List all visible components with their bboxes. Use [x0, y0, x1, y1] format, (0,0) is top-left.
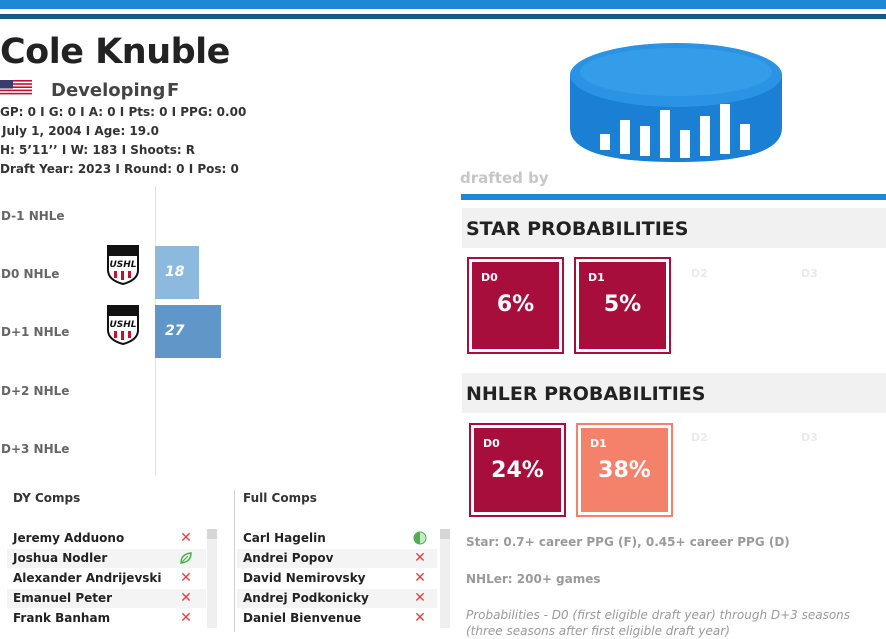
- svg-text:USHL: USHL: [109, 320, 136, 330]
- full-comp-row[interactable]: Andrej Podkonicky: [237, 589, 437, 608]
- draft-info: Draft Year: 2023 I Round: 0 I Pos: 0: [0, 162, 239, 176]
- x-icon: ✕: [180, 590, 192, 606]
- season-label-d0: D0 NHLe: [1, 267, 60, 281]
- x-icon: ✕: [414, 590, 426, 606]
- player-position: F: [167, 80, 180, 101]
- leaf-icon: [180, 552, 192, 564]
- dy-comp-row[interactable]: Frank Banham: [13, 611, 111, 625]
- star-definition: Star: 0.7+ career PPG (F), 0.45+ career …: [466, 535, 790, 549]
- top-secondary-bar: [0, 14, 886, 19]
- nhler-prob-season: D1: [590, 437, 607, 450]
- full-comp-row[interactable]: Andrei Popov: [237, 549, 437, 568]
- x-icon: ✕: [180, 610, 192, 626]
- nhler-probabilities-title: NHLER PROBABILITIES: [466, 383, 706, 405]
- dy-comp-row[interactable]: Joshua Nodler: [7, 549, 206, 568]
- x-icon: ✕: [414, 570, 426, 586]
- season-label-d1: D+1 NHLe: [1, 325, 70, 339]
- comps-divider: [234, 490, 235, 632]
- dy-comp-row[interactable]: Emanuel Peter: [7, 589, 206, 608]
- star-prob-value: 6%: [496, 292, 535, 317]
- top-accent-bar: [0, 0, 886, 9]
- nhle-bar-d0: 18: [155, 246, 199, 299]
- drafted-by-label: drafted by: [460, 169, 549, 187]
- full-comps-scroll-thumb[interactable]: [440, 529, 450, 539]
- usa-flag-icon: [0, 80, 32, 96]
- nhler-definition: NHLer: 200+ games: [466, 572, 601, 586]
- x-icon: ✕: [414, 610, 426, 626]
- full-comp-row[interactable]: David Nemirovsky: [243, 571, 366, 585]
- x-icon: ✕: [180, 530, 192, 546]
- full-comp-row[interactable]: Daniel Bienvenue: [243, 611, 362, 625]
- star-prob-d1: D1 5%: [574, 257, 671, 354]
- birth-info: July 1, 2004 I Age: 19.0: [2, 124, 160, 138]
- star-prob-d2-placeholder: D2: [691, 267, 708, 280]
- star-prob-d0: D0 6%: [467, 257, 564, 354]
- full-comp-row[interactable]: Carl Hagelin: [243, 531, 326, 545]
- star-prob-season: D1: [588, 271, 605, 284]
- full-comps-title: Full Comps: [243, 491, 317, 505]
- career-stats: GP: 0 I G: 0 I A: 0 I Pts: 0 I PPG: 0.00: [0, 105, 247, 119]
- nhler-prob-value: 38%: [598, 458, 651, 483]
- dy-comp-row[interactable]: Jeremy Adduono: [13, 531, 125, 545]
- nhler-prob-d0: D0 24%: [469, 423, 566, 517]
- dy-comps-title: DY Comps: [13, 491, 81, 505]
- season-label-d-1: D-1 NHLe: [1, 209, 65, 223]
- nhler-prob-value: 24%: [491, 458, 544, 483]
- dy-comps-scrollbar[interactable]: [207, 529, 217, 628]
- season-label-d2: D+2 NHLe: [1, 384, 70, 398]
- dy-comps-scroll-thumb[interactable]: [207, 529, 217, 539]
- nhler-prob-d3-placeholder: D3: [801, 431, 818, 444]
- star-section-header: [462, 208, 886, 248]
- ushl-logo-icon: USHL: [107, 305, 139, 346]
- star-prob-value: 5%: [603, 292, 642, 317]
- physical-info: H: 5’11’’ I W: 183 I Shoots: R: [0, 143, 196, 157]
- x-icon: ✕: [414, 550, 426, 566]
- nhler-prob-season: D0: [483, 437, 500, 450]
- star-prob-d3-placeholder: D3: [801, 267, 818, 280]
- nhler-section-header: [462, 373, 886, 413]
- season-label-d3: D+3 NHLe: [1, 442, 70, 456]
- star-prob-season: D0: [481, 271, 498, 284]
- nhler-prob-d2-placeholder: D2: [691, 431, 708, 444]
- nhler-prob-d1: D1 38%: [576, 423, 673, 517]
- nhle-bar-d1: 27: [155, 305, 221, 358]
- full-comps-scrollbar[interactable]: [440, 529, 450, 628]
- x-icon: ✕: [180, 570, 192, 586]
- hockey-puck-icon: [570, 43, 782, 162]
- drafted-by-bar: [461, 194, 886, 200]
- player-name: Cole Knuble: [0, 32, 230, 72]
- svg-text:USHL: USHL: [109, 260, 136, 270]
- player-status: Developing: [51, 80, 166, 101]
- probability-definition: Probabilities - D0 (first eligible draft…: [466, 608, 851, 638]
- dy-comp-row[interactable]: Alexander Andrijevski: [13, 571, 162, 585]
- half-circle-icon: [413, 531, 427, 545]
- ushl-logo-icon: USHL: [107, 245, 139, 286]
- star-probabilities-title: STAR PROBABILITIES: [466, 218, 689, 240]
